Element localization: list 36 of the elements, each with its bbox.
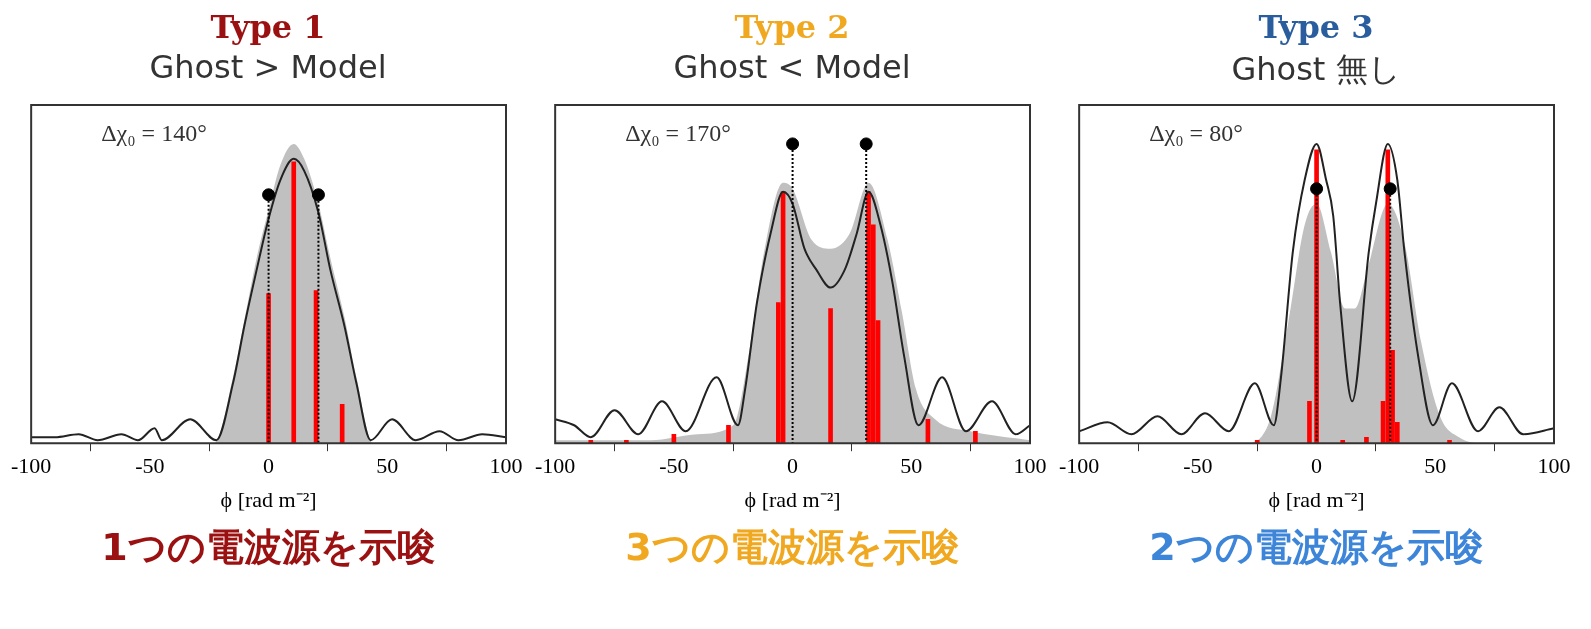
x-axis-title: ϕ [rad m⁻²] <box>1268 486 1365 512</box>
x-tick-label: -50 <box>659 453 689 479</box>
bar <box>339 403 345 444</box>
chart-subtitle: Ghost 無し <box>1230 49 1402 90</box>
x-tick-label: 100 <box>1537 453 1571 479</box>
x-tick-label: 100 <box>1013 453 1047 479</box>
bar <box>973 430 978 444</box>
x-axis-title: ϕ [rad m⁻²] <box>744 486 841 512</box>
annotation: Δχ₀ = 140° <box>101 120 207 147</box>
annotation: Δχ₀ = 80° <box>1149 120 1243 147</box>
x-tick-label: 50 <box>376 453 399 479</box>
x-axis-title: ϕ [rad m⁻²] <box>220 486 317 512</box>
bar <box>291 161 297 444</box>
text: 1つの電波源を示唆 <box>100 524 436 571</box>
chart-subtitle: Ghost < Model <box>672 48 912 88</box>
x-tick-label: 100 <box>489 453 523 479</box>
chart-title: Type 2 <box>733 8 851 48</box>
x-tick-label: -100 <box>1059 453 1100 479</box>
x-tick-label: 0 <box>263 453 275 479</box>
x-tick-label: 0 <box>787 453 799 479</box>
chart-title: Type 1 <box>209 8 327 48</box>
x-tick-label: 50 <box>900 453 923 479</box>
x-tick-label: 0 <box>1311 453 1323 479</box>
chart-subtitle: Ghost > Model <box>148 48 388 88</box>
bar <box>828 308 833 444</box>
x-tick-label: -50 <box>135 453 165 479</box>
text: 3つの電波源を示唆 <box>624 524 960 571</box>
chart-title: Type 3 <box>1257 8 1375 48</box>
bar <box>726 424 731 444</box>
x-tick-label: -100 <box>11 453 52 479</box>
x-tick-label: 50 <box>1424 453 1447 479</box>
x-tick-label: -100 <box>535 453 576 479</box>
annotation: Δχ₀ = 170° <box>625 120 731 147</box>
x-tick-label: -50 <box>1183 453 1213 479</box>
text: 2つの電波源を示唆 <box>1148 524 1484 571</box>
bar <box>1307 400 1312 444</box>
